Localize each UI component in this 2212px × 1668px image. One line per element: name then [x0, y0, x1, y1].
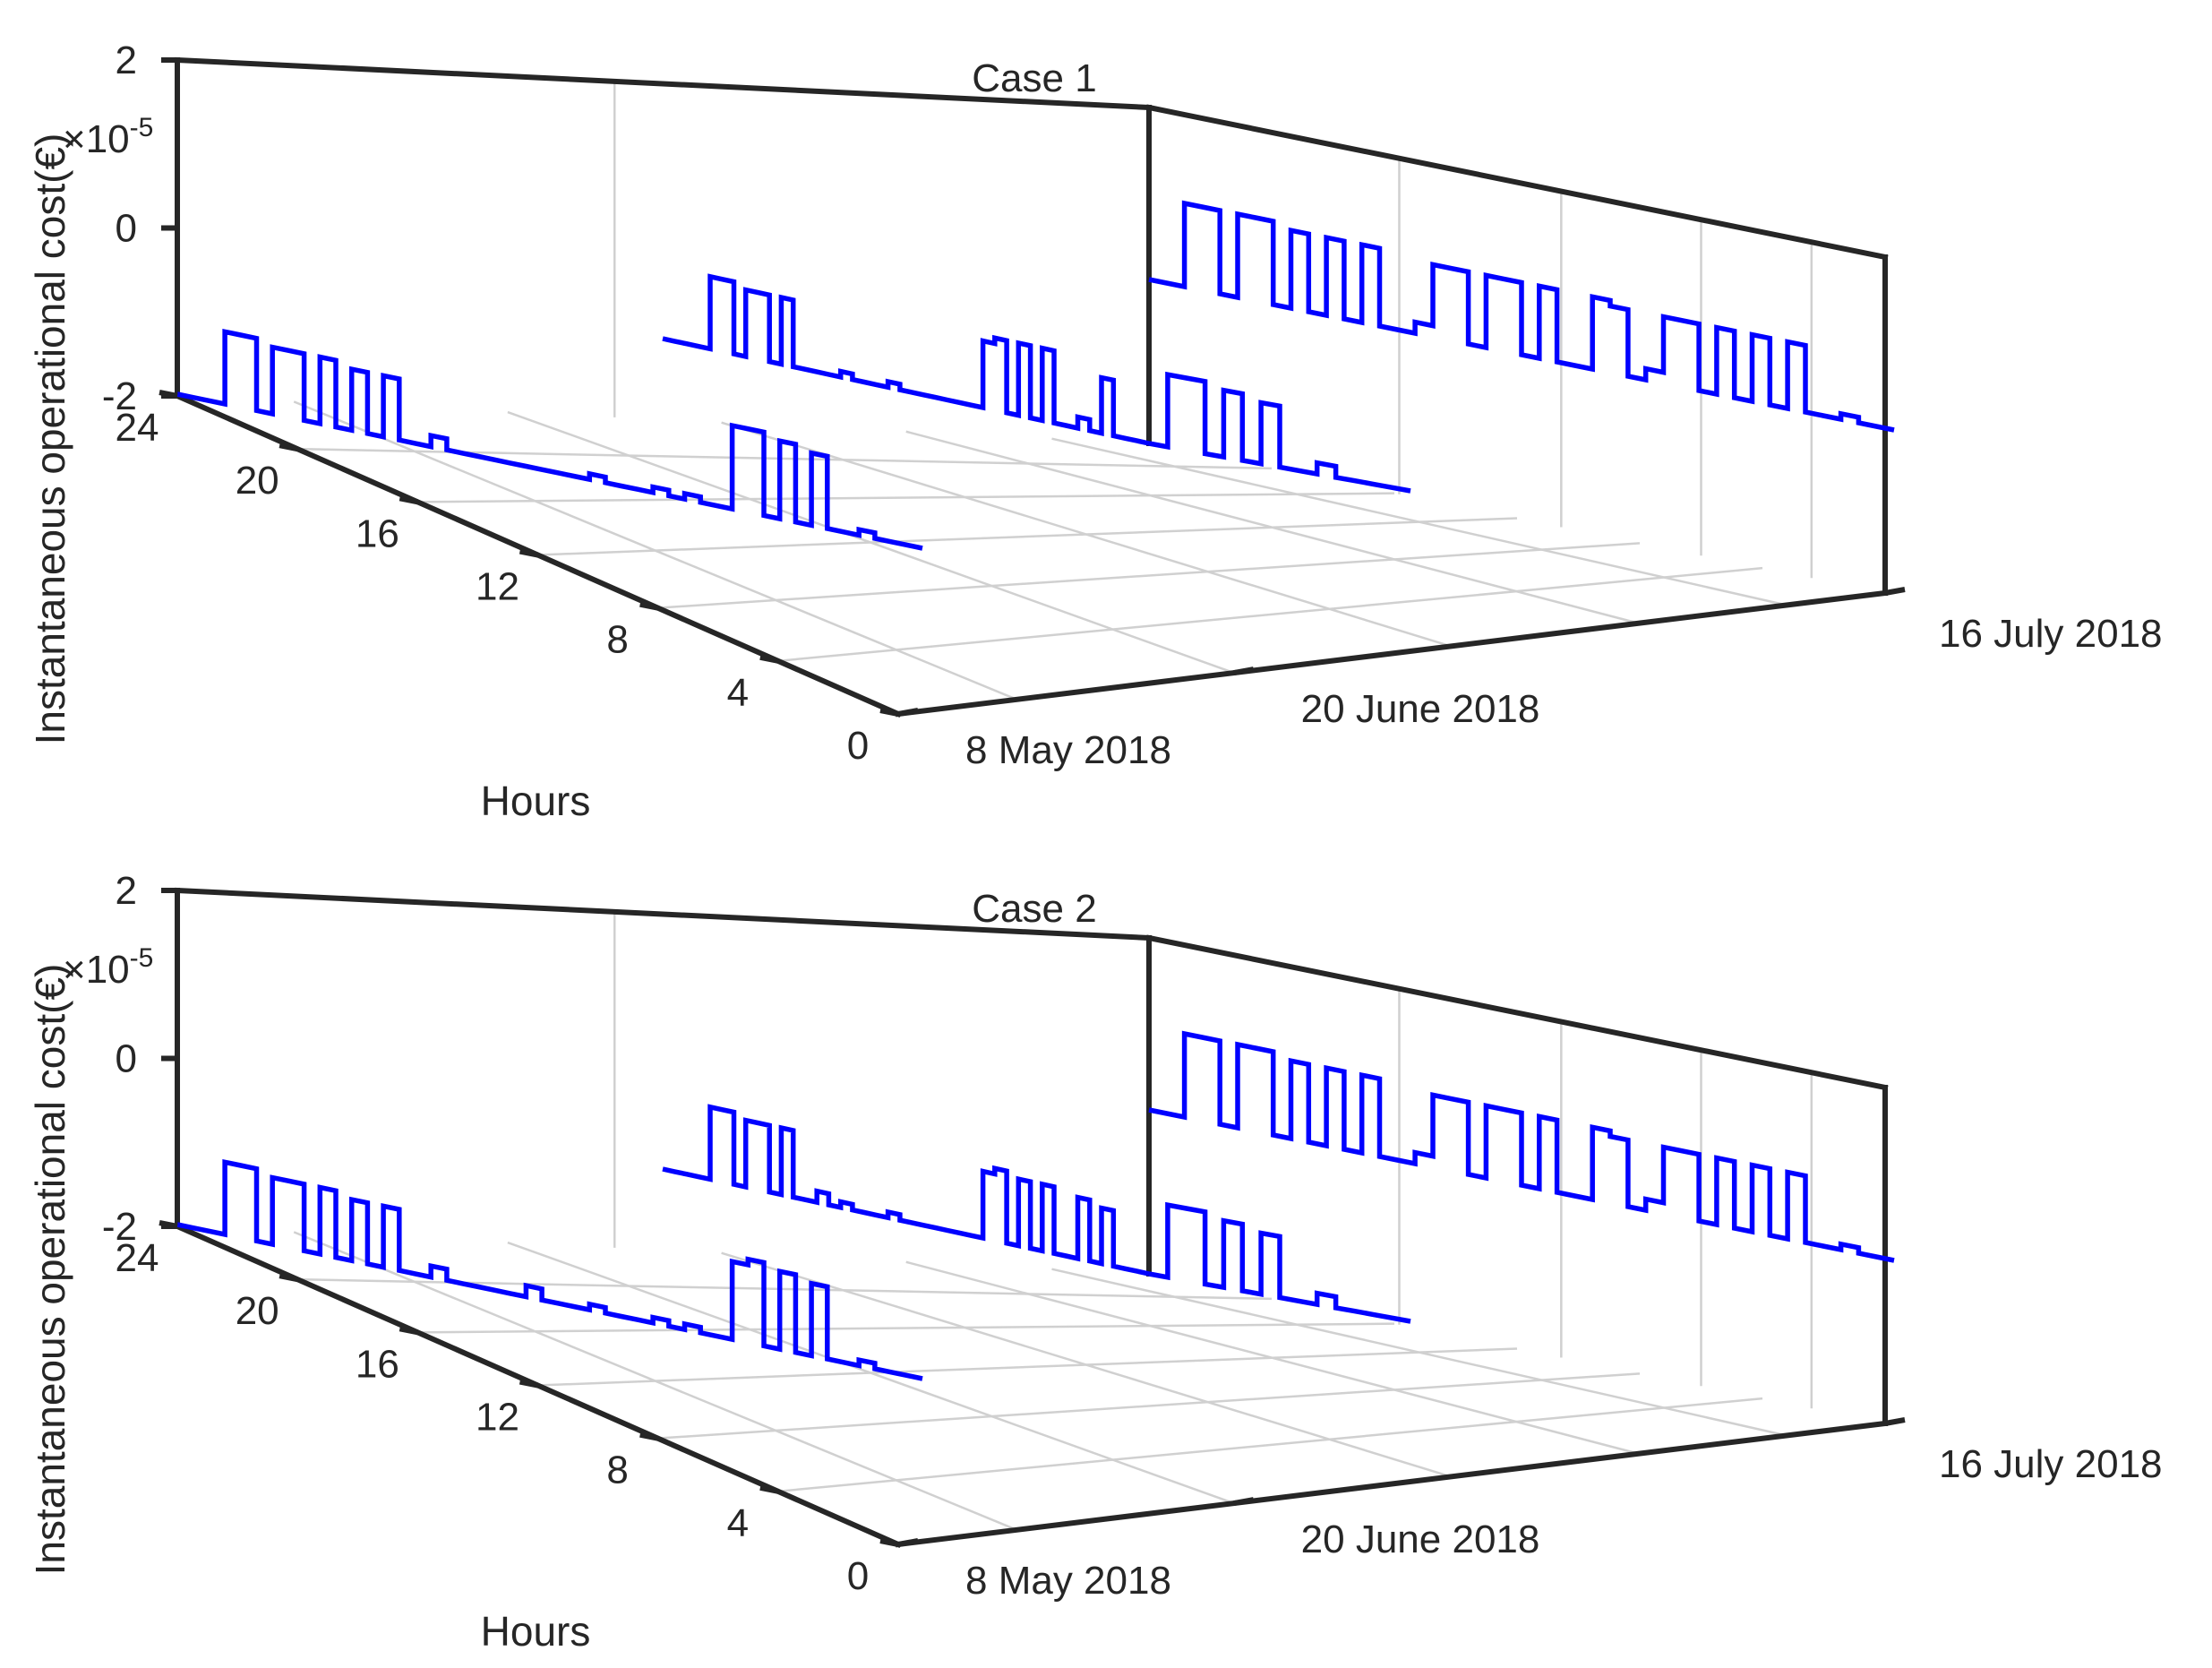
grid-line-hours — [537, 1347, 1518, 1387]
grid-line-date — [507, 410, 1235, 675]
hours-tick-label: 20 — [236, 459, 279, 503]
value-tick-label: -2 — [102, 374, 137, 418]
grid-line-hours — [537, 517, 1518, 556]
hours-tick-mark — [279, 443, 298, 452]
date-tick-mark — [897, 1538, 919, 1547]
series-line — [662, 1104, 1150, 1277]
hours-tick-mark — [639, 1432, 659, 1441]
exponent-label: ×10-5 — [63, 943, 153, 992]
value-tick-label: -2 — [102, 1205, 137, 1249]
series-line — [1148, 371, 1411, 494]
date-tick-label: 8 May 2018 — [965, 1559, 1171, 1603]
hours-tick-label: 24 — [116, 1236, 159, 1280]
hours-tick-mark — [399, 1326, 418, 1336]
hours-tick-mark — [879, 1538, 899, 1547]
hours-tick-label: 20 — [236, 1289, 279, 1333]
date-tick-label: 20 June 2018 — [1301, 1518, 1540, 1561]
axes-edge — [174, 887, 1153, 941]
grid-line-date — [905, 1260, 1639, 1455]
hours-tick-mark — [279, 1273, 298, 1283]
grid-line-date — [905, 430, 1639, 624]
hours-tick-mark — [879, 708, 899, 717]
chart-case-1: Case 1 -2 0 2 ×10-5 24 20 16 12 8 4 0 8 May 2018 20 J… — [27, 39, 2163, 824]
series-group — [176, 200, 1895, 551]
hours-tick-mark — [159, 1220, 178, 1229]
hours-tick-label: 8 — [606, 1449, 628, 1492]
grid-line-date — [721, 1251, 1452, 1478]
hours-tick-label: 12 — [476, 565, 519, 609]
series-line — [1148, 1201, 1411, 1324]
hours-tick-label: 4 — [727, 671, 749, 715]
hours-tick-label: 16 — [356, 512, 399, 555]
grid-line-hours — [297, 447, 1273, 470]
date-tick-label: 8 May 2018 — [965, 728, 1171, 772]
value-tick-label: 2 — [116, 869, 137, 913]
hours-tick-mark — [759, 654, 779, 664]
hours-tick-mark — [399, 495, 418, 505]
value-tick-label: 0 — [116, 1037, 137, 1081]
hours-tick-label: 24 — [116, 406, 159, 450]
floor-grid — [293, 911, 1813, 1531]
hours-tick-label: 12 — [476, 1396, 519, 1440]
hours-tick-label: 0 — [847, 724, 869, 768]
series-line — [1148, 1030, 1895, 1263]
hours-tick-label: 16 — [356, 1342, 399, 1386]
hours-tick-mark — [759, 1484, 779, 1494]
date-tick-label: 16 July 2018 — [1939, 1442, 2163, 1486]
grid-line-hours — [297, 1277, 1273, 1301]
series-line — [1148, 200, 1895, 433]
series-group — [176, 1030, 1895, 1381]
grid-line-date — [1051, 1268, 1788, 1437]
value-tick-label: 0 — [116, 207, 137, 251]
hours-tick-label: 0 — [847, 1554, 869, 1598]
chart-case-2: Case 2 -2 0 2 ×10-5 24 20 16 12 8 4 0 8 May 2018 20 J… — [27, 869, 2163, 1655]
exponent-label: ×10-5 — [63, 113, 153, 161]
grid-line-date — [293, 400, 1017, 701]
axes-edge — [1145, 104, 1889, 261]
grid-line-hours — [657, 1372, 1641, 1440]
chart-title: Case 1 — [972, 56, 1096, 100]
date-tick-mark — [897, 708, 919, 717]
date-tick-mark — [1884, 587, 1906, 596]
grid-line-hours — [417, 492, 1395, 503]
hours-tick-mark — [519, 548, 539, 558]
hours-tick-mark — [159, 390, 178, 399]
grid-line-date — [507, 1241, 1235, 1505]
series-line — [176, 1159, 923, 1381]
date-tick-label: 20 June 2018 — [1301, 687, 1540, 731]
grid-line-hours — [777, 566, 1763, 663]
hours-tick-mark — [519, 1379, 539, 1389]
date-tick-mark — [1233, 666, 1255, 676]
series-line — [662, 273, 1150, 446]
hours-tick-mark — [639, 601, 659, 611]
grid-line-hours — [777, 1397, 1763, 1493]
grid-line-date — [721, 421, 1452, 648]
date-tick-label: 16 July 2018 — [1939, 612, 2163, 656]
value-axis-label: Instantaneous operational cost(€) — [27, 133, 73, 745]
grid-line-hours — [417, 1322, 1395, 1334]
axes-edge — [895, 1420, 1889, 1548]
date-tick-mark — [1884, 1417, 1906, 1426]
grid-line-date — [1051, 437, 1788, 606]
axes-edge — [1145, 934, 1889, 1091]
axes-edge — [895, 589, 1889, 718]
hours-tick-label: 4 — [727, 1501, 749, 1545]
value-axis-label: Instantaneous operational cost(€) — [27, 964, 73, 1576]
series-line — [176, 329, 923, 551]
chart-title: Case 2 — [972, 887, 1096, 931]
grid-line-hours — [657, 542, 1641, 609]
hours-axis-label: Hours — [481, 1608, 591, 1655]
grid-line-date — [293, 1231, 1017, 1531]
hours-tick-label: 8 — [606, 618, 628, 662]
date-tick-mark — [1233, 1497, 1255, 1507]
hours-axis-label: Hours — [481, 778, 591, 824]
axes-edge — [174, 56, 1153, 111]
value-tick-label: 2 — [116, 39, 137, 82]
